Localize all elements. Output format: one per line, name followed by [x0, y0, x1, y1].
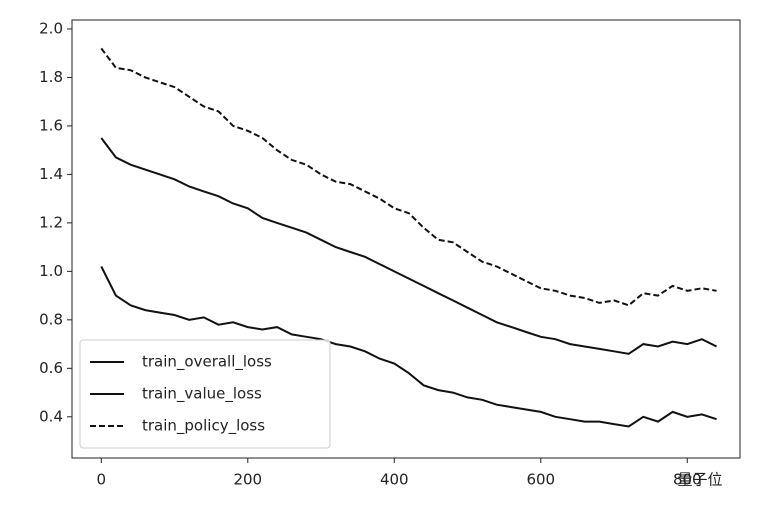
legend-label: train_overall_loss: [142, 353, 272, 372]
series-line: [100, 266, 717, 428]
y-tick-label: 1.6: [39, 116, 63, 134]
x-tick-label: 400: [380, 471, 409, 489]
plot-frame: [71, 19, 741, 459]
series-line: [100, 47, 717, 307]
x-tick-label: 600: [526, 471, 555, 489]
y-tick-label: 1.8: [39, 68, 63, 86]
legend-label: train_value_loss: [142, 385, 262, 404]
legend-label: train_policy_loss: [142, 417, 265, 436]
y-tick-label: 0.6: [39, 359, 63, 377]
x-tick-label: 200: [233, 471, 262, 489]
y-tick-label: 2.0: [39, 19, 63, 37]
x-tick-label: 800: [673, 471, 702, 489]
y-tick-label: 0.8: [39, 310, 63, 328]
y-tick-label: 1.2: [39, 213, 63, 231]
y-tick-label: 1.4: [39, 165, 63, 183]
legend-box: [79, 339, 331, 449]
y-tick-label: 0.4: [39, 407, 63, 425]
y-tick-label: 1.0: [39, 262, 63, 280]
watermark: 量子位: [677, 471, 722, 489]
x-tick-label: 0: [97, 471, 107, 489]
series-line: [100, 137, 718, 355]
